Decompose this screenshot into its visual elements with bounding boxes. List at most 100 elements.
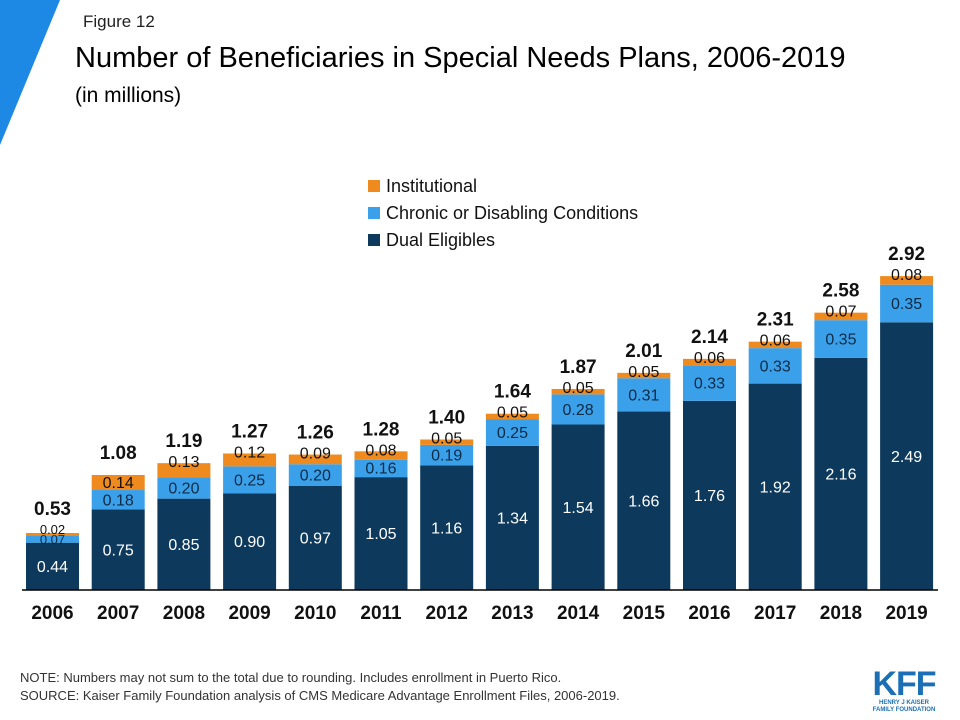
x-tick-label: 2019 xyxy=(885,603,927,624)
bar-segment-institutional xyxy=(814,312,868,321)
total-label: 2.14 xyxy=(691,327,728,348)
data-label-chronic: 0.20 xyxy=(300,468,331,485)
bar-segment-chronic xyxy=(223,466,277,494)
data-label-dual: 1.76 xyxy=(694,488,725,505)
total-label: 1.19 xyxy=(165,431,202,452)
bar-segment-dual xyxy=(91,509,145,590)
logo-mark: KFF xyxy=(872,665,936,703)
page-subtitle: (in millions) xyxy=(75,84,182,107)
logo-line2: FAMILY FOUNDATION xyxy=(872,707,936,713)
bar-segment-institutional xyxy=(748,341,802,349)
x-tick-label: 2009 xyxy=(228,603,270,624)
bar-segment-dual xyxy=(485,445,539,590)
corner-accent xyxy=(0,0,60,145)
total-label: 2.01 xyxy=(625,341,662,362)
bar-segment-chronic xyxy=(683,365,736,401)
data-label-dual: 1.66 xyxy=(628,493,659,510)
data-label-institutional: 0.12 xyxy=(234,444,265,461)
total-label: 1.26 xyxy=(297,423,334,444)
total-label: 2.31 xyxy=(757,310,794,331)
data-label-dual: 1.54 xyxy=(563,500,594,517)
x-tick-label: 2011 xyxy=(360,603,402,624)
data-label-dual: 2.16 xyxy=(825,467,856,484)
data-label-dual: 1.92 xyxy=(760,479,791,496)
data-label-dual: 0.44 xyxy=(37,559,68,576)
bar-segment-chronic xyxy=(551,394,605,425)
x-tick-label: 2017 xyxy=(754,603,796,624)
bar-segment-institutional xyxy=(683,358,736,366)
legend-label-chronic: Chronic or Disabling Conditions xyxy=(386,203,638,223)
data-label-institutional: 0.09 xyxy=(300,446,331,463)
bar-segment-chronic xyxy=(617,378,671,412)
bar-segment-dual xyxy=(814,357,868,590)
kff-logo: KFF HENRY J KAISER FAMILY FOUNDATION xyxy=(866,665,942,714)
data-label-institutional: 0.05 xyxy=(563,380,594,397)
total-label: 1.27 xyxy=(231,421,268,442)
bar-segment-dual xyxy=(683,400,736,590)
total-label: 1.28 xyxy=(363,419,400,440)
bar-segment-dual xyxy=(26,542,79,590)
footnote-source: SOURCE: Kaiser Family Foundation analysi… xyxy=(20,688,620,703)
bar-segment-dual xyxy=(551,424,605,590)
bar-segment-dual xyxy=(288,485,342,590)
bar-segment-institutional xyxy=(617,372,671,379)
x-tick-label: 2018 xyxy=(820,603,862,624)
data-label-chronic: 0.35 xyxy=(891,296,922,313)
data-label-dual: 1.34 xyxy=(497,511,528,528)
data-label-dual: 1.05 xyxy=(365,526,396,543)
data-label-chronic: 0.25 xyxy=(234,472,265,489)
total-label: 2.58 xyxy=(822,281,859,302)
total-label: 1.64 xyxy=(494,382,531,403)
bar-segment-dual xyxy=(420,465,474,590)
data-label-institutional: 0.06 xyxy=(760,333,791,350)
data-label-chronic: 0.35 xyxy=(825,332,856,349)
bar-segment-chronic xyxy=(26,535,79,543)
stacked-bar-chart: 0.440.070.020.5320060.750.180.141.082007… xyxy=(22,176,938,624)
x-tick-label: 2015 xyxy=(623,603,666,624)
total-label: 1.87 xyxy=(560,357,597,378)
total-label: 2.92 xyxy=(888,244,925,265)
page-title: Number of Beneficiaries in Special Needs… xyxy=(75,42,846,74)
data-label-chronic: 0.19 xyxy=(431,448,462,465)
data-label-institutional: 0.05 xyxy=(628,364,659,381)
bar-segment-chronic xyxy=(748,348,802,384)
bar-segment-dual xyxy=(157,498,211,590)
data-label-institutional: 0.05 xyxy=(431,431,462,448)
x-tick-label: 2013 xyxy=(491,603,533,624)
bar-segment-institutional xyxy=(26,533,79,536)
bar-segment-institutional xyxy=(485,413,539,420)
bar-segment-chronic xyxy=(420,444,474,466)
x-tick-label: 2016 xyxy=(688,603,730,624)
data-label-chronic: 0.25 xyxy=(497,425,528,442)
bar-segment-dual xyxy=(617,411,671,590)
data-label-dual: 2.49 xyxy=(891,449,922,466)
data-label-chronic: 0.20 xyxy=(168,480,199,497)
x-tick-label: 2007 xyxy=(97,603,139,624)
legend-swatch-dual xyxy=(368,234,380,246)
data-label-institutional: 0.07 xyxy=(825,304,856,321)
bar-segment-institutional xyxy=(551,388,605,395)
data-label-dual: 0.90 xyxy=(234,534,265,551)
bar-segment-dual xyxy=(354,477,408,590)
bar-segment-institutional xyxy=(420,439,474,445)
bar-segment-chronic xyxy=(485,419,539,446)
bar-segment-institutional xyxy=(223,453,277,467)
figure-label: Figure 12 xyxy=(83,12,155,31)
bar-segment-institutional xyxy=(288,454,342,465)
bar-segment-chronic xyxy=(814,320,868,358)
footnote-note: NOTE: Numbers may not sum to the total d… xyxy=(20,670,562,685)
bar-segment-dual xyxy=(880,322,934,590)
data-label-chronic: 0.33 xyxy=(694,376,725,393)
data-label-dual: 0.85 xyxy=(168,537,199,554)
data-label-institutional: 0.02 xyxy=(40,522,65,537)
bar-segment-institutional xyxy=(91,474,145,491)
x-tick-label: 2008 xyxy=(163,603,205,624)
data-label-institutional: 0.14 xyxy=(103,475,134,492)
logo-line1: HENRY J KAISER xyxy=(878,700,929,706)
data-label-institutional: 0.08 xyxy=(365,442,396,459)
bar-segment-chronic xyxy=(880,284,934,323)
data-label-institutional: 0.08 xyxy=(891,267,922,284)
total-label: 1.40 xyxy=(428,408,465,429)
data-label-dual: 0.97 xyxy=(300,530,331,547)
bar-segment-chronic xyxy=(288,464,342,486)
